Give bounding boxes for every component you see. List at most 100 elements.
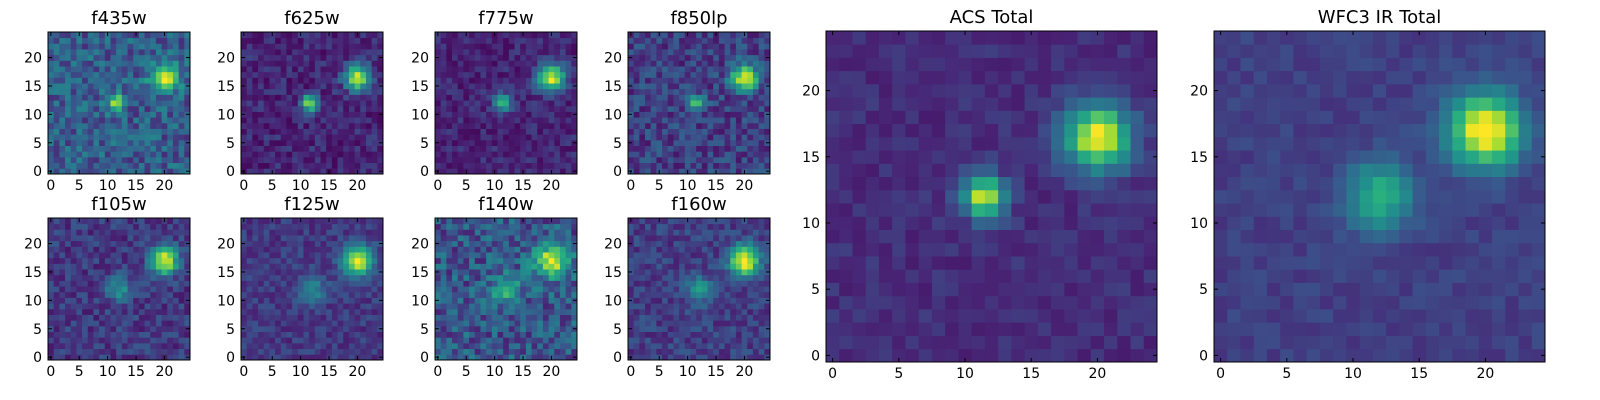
heatmap-cell xyxy=(104,320,111,327)
heatmap-cell xyxy=(144,122,151,129)
heatmap-cell xyxy=(155,49,162,56)
heatmap-cell xyxy=(354,88,361,95)
heatmap-cell xyxy=(514,43,521,50)
heatmap-cell xyxy=(639,71,646,78)
heatmap-cell xyxy=(735,49,742,56)
heatmap-cell xyxy=(486,223,493,230)
heatmap-cell xyxy=(690,117,697,124)
heatmap-cell xyxy=(167,314,174,321)
heatmap-cell xyxy=(514,354,521,361)
heatmap-cell xyxy=(747,60,754,67)
heatmap-cell xyxy=(104,337,111,344)
heatmap-cell xyxy=(178,77,185,84)
heatmap-cell xyxy=(520,252,527,259)
heatmap-cell xyxy=(286,314,293,321)
heatmap-cell xyxy=(269,122,276,129)
heatmap-cell xyxy=(503,280,510,287)
heatmap-cell xyxy=(474,128,481,135)
heatmap-cell xyxy=(718,325,725,332)
heatmap-cell xyxy=(730,54,737,61)
heatmap-cell xyxy=(241,348,248,355)
heatmap-cell xyxy=(172,286,180,293)
axes-frame xyxy=(434,31,578,175)
heatmap-cell xyxy=(127,263,134,270)
heatmap-cell xyxy=(320,88,327,95)
heatmap-cell xyxy=(537,337,544,344)
heatmap-cell xyxy=(747,320,754,327)
heatmap-cell xyxy=(752,43,760,50)
heatmap-cell xyxy=(446,235,453,242)
heatmap-cell xyxy=(684,117,691,124)
heatmap-cell xyxy=(343,331,350,338)
heatmap-cell xyxy=(280,354,287,361)
heatmap-cell xyxy=(110,117,117,124)
heatmap-cell xyxy=(537,320,544,327)
heatmap-cell xyxy=(297,314,304,321)
heatmap-cell xyxy=(286,325,293,332)
x-tick-label: 5 xyxy=(462,178,471,194)
heatmap-cell xyxy=(280,83,287,90)
heatmap-cell xyxy=(639,151,646,158)
heatmap-cell xyxy=(480,71,487,78)
heatmap-cell xyxy=(480,32,487,39)
heatmap-cell xyxy=(127,274,134,281)
heatmap-cell xyxy=(525,128,532,135)
heatmap-cell xyxy=(65,286,72,293)
heatmap-cell xyxy=(104,303,111,310)
heatmap-cell xyxy=(121,77,128,84)
heatmap-cell xyxy=(474,66,481,73)
heatmap-cell xyxy=(360,337,367,344)
heatmap-cell xyxy=(337,235,344,242)
heatmap-cell xyxy=(314,94,321,101)
heatmap-cell xyxy=(559,325,567,332)
heatmap-cell xyxy=(343,100,350,107)
heatmap-cell xyxy=(246,320,253,327)
heatmap-cell xyxy=(548,286,555,293)
heatmap-cell xyxy=(718,32,725,39)
heatmap-cell xyxy=(360,71,367,78)
heatmap-cell xyxy=(667,348,674,355)
heatmap-cell xyxy=(309,105,316,112)
heatmap-cell xyxy=(93,83,100,90)
heatmap-cell xyxy=(178,54,185,61)
heatmap-cell xyxy=(452,60,459,67)
heatmap-cell xyxy=(348,331,355,338)
heatmap-cell xyxy=(275,105,282,112)
heatmap-cell xyxy=(269,145,276,152)
heatmap-cell xyxy=(435,71,442,78)
heatmap-cell xyxy=(446,54,453,61)
heatmap-cell xyxy=(662,43,669,50)
heatmap-cell xyxy=(571,342,578,350)
heatmap-cell xyxy=(377,49,384,56)
heatmap-cell xyxy=(633,314,640,321)
heatmap-cell xyxy=(713,43,720,50)
heatmap-cell xyxy=(497,286,504,293)
heatmap-cell xyxy=(650,37,657,44)
heatmap-cell xyxy=(348,117,355,124)
heatmap-cell xyxy=(110,246,117,253)
heatmap-cell xyxy=(724,151,731,158)
heatmap-cell xyxy=(474,314,481,321)
heatmap-cell xyxy=(662,303,669,310)
heatmap-cell xyxy=(59,88,66,95)
heatmap-cell xyxy=(161,77,168,84)
heatmap-cell xyxy=(469,337,476,344)
heatmap-cell xyxy=(252,43,259,50)
heatmap-cell xyxy=(252,314,259,321)
heatmap-cell xyxy=(690,134,697,141)
heatmap-cell xyxy=(520,94,527,101)
heatmap-cell xyxy=(320,100,327,107)
heatmap-cell xyxy=(491,60,498,67)
heatmap-cell xyxy=(167,117,174,124)
heatmap-cell xyxy=(127,168,134,175)
heatmap-cell xyxy=(184,286,191,293)
heatmap-cell xyxy=(639,43,646,50)
heatmap-cell xyxy=(724,100,731,107)
y-tick-label: 0 xyxy=(226,350,235,366)
heatmap-cell xyxy=(565,77,572,84)
heatmap-cell xyxy=(565,66,572,73)
heatmap-cell xyxy=(87,308,94,315)
heatmap-cell xyxy=(474,32,481,39)
heatmap-cell xyxy=(371,348,378,355)
